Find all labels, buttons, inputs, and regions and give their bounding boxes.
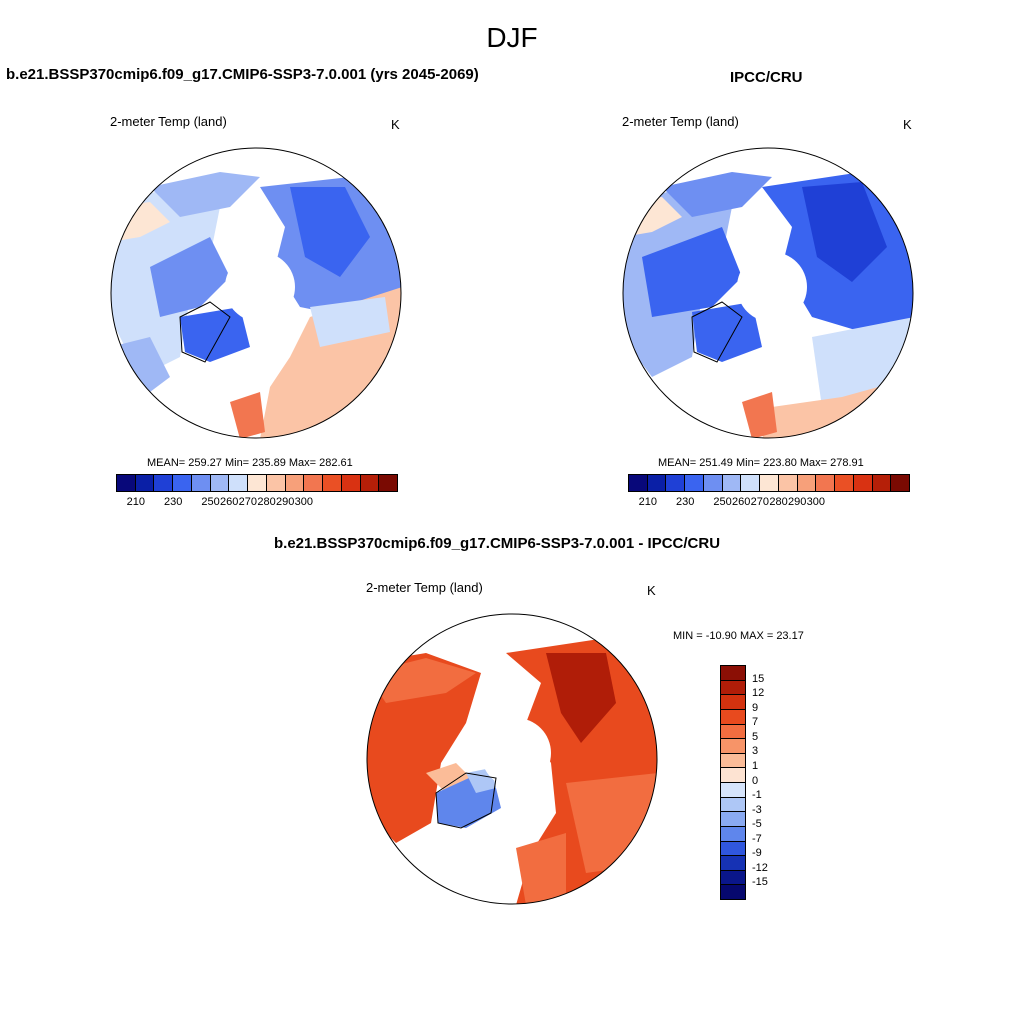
colorbar-tick-label: 250 — [713, 496, 732, 508]
colorbar-tick-label: 260 — [732, 496, 751, 508]
colorbar-tick-label: 0 — [752, 774, 759, 787]
colorbar-swatch — [304, 475, 324, 491]
colorbar-swatch — [778, 475, 798, 491]
colorbar-swatch — [721, 826, 745, 842]
colorbar-tick-label: -3 — [752, 803, 762, 816]
colorbar-swatch — [721, 841, 745, 857]
colorbar-swatch — [229, 475, 249, 491]
colorbar-tick-label: 12 — [752, 687, 765, 700]
colorbar-tick-label: 230 — [164, 496, 183, 508]
colorbar-swatch — [721, 812, 745, 827]
colorbar-tick-label: 9 — [752, 701, 759, 714]
colorbar-tick-label: 290 — [276, 496, 295, 508]
colorbar-tick-label: 5 — [752, 730, 759, 743]
colorbar-tick-label: 3 — [752, 745, 759, 758]
colorbar-swatch — [853, 475, 873, 491]
colorbar-tick-label: 300 — [806, 496, 826, 508]
colorbar-swatch — [891, 475, 910, 491]
colorbar-swatch — [721, 856, 745, 871]
colorbar-swatch — [173, 475, 192, 491]
colorbar-swatch — [191, 475, 211, 491]
colorbar-tick-label: 15 — [752, 672, 765, 685]
colorbar-swatch — [721, 739, 745, 754]
season-title: DJF — [486, 22, 538, 53]
diff-panel-title: b.e21.BSSP370cmip6.f09_g17.CMIP6-SSP3-7.… — [274, 535, 721, 552]
model-polar-map — [110, 147, 402, 439]
colorbar-swatch — [379, 475, 398, 491]
model-units-label: K — [391, 117, 400, 132]
colorbar-tick-label: 290 — [788, 496, 807, 508]
colorbar-tick-label: 270 — [750, 496, 770, 508]
diff-variable-label: 2-meter Temp (land) — [366, 580, 483, 595]
colorbar-swatch — [685, 475, 704, 491]
colorbar-tick-label: 210 — [638, 496, 658, 508]
colorbar-swatch — [323, 475, 342, 491]
colorbar-swatch — [721, 709, 745, 725]
colorbar-swatch — [703, 475, 723, 491]
colorbar-tick-label: -5 — [752, 818, 762, 831]
colorbar-swatch — [872, 475, 892, 491]
colorbar-swatch — [647, 475, 667, 491]
colorbar-swatch — [816, 475, 836, 491]
colorbar-swatch — [721, 724, 745, 740]
colorbar-swatch — [721, 870, 745, 886]
colorbar-swatch — [721, 885, 745, 899]
colorbar-tick-label: 300 — [294, 496, 314, 508]
colorbar-tick-label: 7 — [752, 716, 759, 729]
colorbar-swatch — [285, 475, 305, 491]
colorbar-tick-label: 1 — [752, 759, 759, 772]
colorbar-tick-label: 280 — [769, 496, 788, 508]
colorbar-tick-label: 210 — [126, 496, 146, 508]
colorbar-swatch — [721, 680, 745, 696]
obs-stats: MEAN= 251.49 Min= 223.80 Max= 278.91 — [658, 457, 864, 469]
model-stats: MEAN= 259.27 Min= 235.89 Max= 282.61 — [147, 457, 353, 469]
colorbar-swatch — [722, 475, 742, 491]
colorbar-tick-label: 280 — [257, 496, 276, 508]
colorbar-swatch — [797, 475, 817, 491]
colorbar-tick-label: -1 — [752, 789, 762, 802]
diff-colorbar — [720, 665, 746, 900]
model-colorbar — [116, 474, 398, 492]
obs-panel-title: IPCC/CRU — [730, 69, 803, 86]
model-variable-label: 2-meter Temp (land) — [110, 114, 227, 129]
colorbar-swatch — [341, 475, 361, 491]
obs-units-label: K — [903, 117, 912, 132]
colorbar-swatch — [721, 768, 745, 783]
obs-variable-label: 2-meter Temp (land) — [622, 114, 739, 129]
colorbar-swatch — [210, 475, 230, 491]
colorbar-tick-label: -15 — [752, 876, 768, 889]
colorbar-swatch — [360, 475, 380, 491]
diff-units-label: K — [647, 583, 656, 598]
colorbar-tick-label: 260 — [220, 496, 239, 508]
colorbar-tick-label: 250 — [201, 496, 220, 508]
colorbar-swatch — [666, 475, 686, 491]
obs-polar-map — [622, 147, 914, 439]
colorbar-swatch — [721, 797, 745, 813]
colorbar-tick-label: -7 — [752, 832, 762, 845]
diff-stats: MIN = -10.90 MAX = 23.17 — [673, 630, 804, 642]
obs-colorbar — [628, 474, 910, 492]
colorbar-swatch — [721, 753, 745, 769]
colorbar-swatch — [266, 475, 286, 491]
colorbar-tick-label: 270 — [238, 496, 258, 508]
colorbar-swatch — [135, 475, 155, 491]
colorbar-swatch — [721, 695, 745, 710]
colorbar-swatch — [721, 783, 745, 798]
diff-polar-map — [366, 613, 658, 905]
colorbar-swatch — [154, 475, 174, 491]
colorbar-tick-label: -9 — [752, 847, 762, 860]
colorbar-tick-label: -12 — [752, 861, 768, 874]
colorbar-tick-label: 230 — [676, 496, 695, 508]
model-panel-title: b.e21.BSSP370cmip6.f09_g17.CMIP6-SSP3-7.… — [6, 66, 479, 83]
colorbar-swatch — [721, 666, 745, 681]
colorbar-swatch — [741, 475, 761, 491]
colorbar-swatch — [117, 475, 136, 491]
colorbar-swatch — [248, 475, 267, 491]
colorbar-swatch — [760, 475, 779, 491]
colorbar-swatch — [629, 475, 648, 491]
colorbar-swatch — [835, 475, 854, 491]
